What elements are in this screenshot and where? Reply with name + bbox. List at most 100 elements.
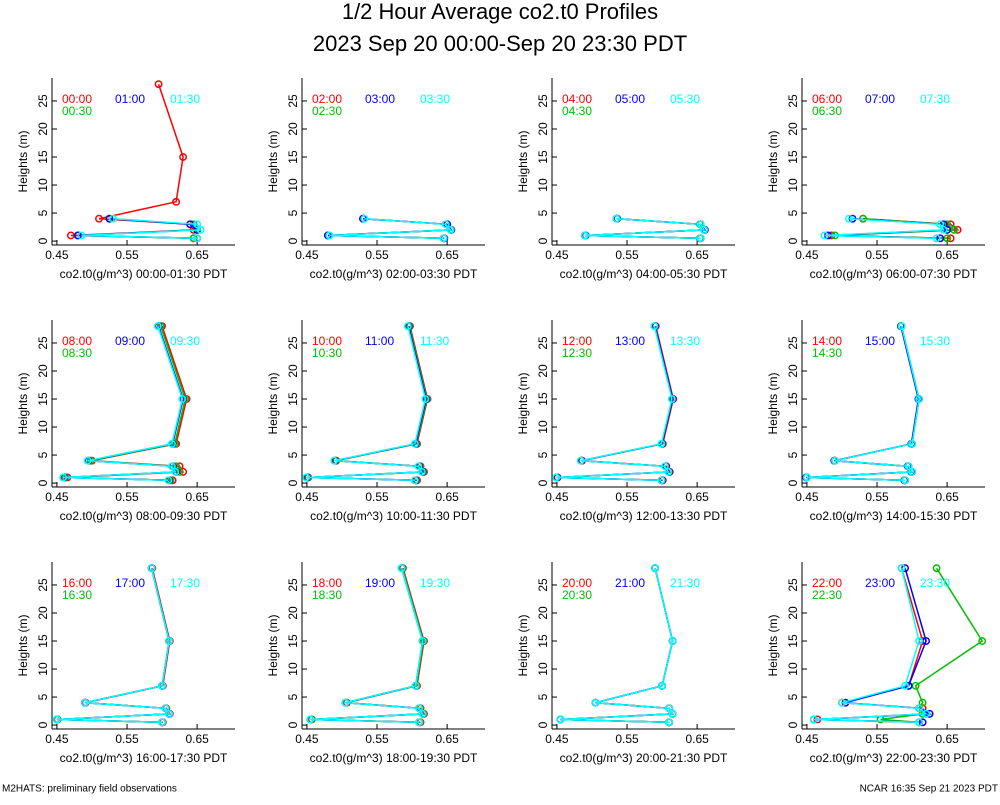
y-tick-label: 10: [36, 420, 50, 434]
y-tick-label: 0: [286, 479, 300, 486]
y-tick-label: 5: [286, 209, 300, 216]
y-tick-label: 10: [286, 178, 300, 192]
profile-point: [802, 473, 811, 482]
y-tick-label: 20: [36, 122, 50, 136]
x-axis-label: co2.t0(g/m^3) 06:00-07:30 PDT: [810, 267, 978, 281]
x-axis-label: co2.t0(g/m^3) 10:00-11:30 PDT: [310, 509, 477, 523]
profile-point: [978, 637, 987, 645]
y-tick-label: 25: [286, 578, 300, 592]
y-tick-label: 15: [786, 634, 800, 648]
y-axis-label: Heights (m): [516, 130, 530, 192]
x-tick-label: 0.65: [435, 732, 459, 746]
profile-point: [918, 698, 927, 707]
x-tick-label: 0.65: [935, 248, 959, 262]
profile-point: [415, 704, 424, 713]
profile-point: [105, 214, 114, 223]
profile-point: [165, 709, 174, 718]
profile-point: [897, 322, 906, 331]
legend-entry: 00:00: [62, 92, 92, 106]
profile-point: [341, 698, 350, 707]
legend-entry: 22:00: [812, 576, 842, 590]
profile-point: [360, 214, 369, 223]
legend-entry: 06:30: [812, 104, 842, 118]
profile-point: [908, 439, 917, 448]
y-tick-label: 10: [36, 178, 50, 192]
panel: 0.45 0.55 0.65 0 5 10 15 20 25 co2.t0(g/m^3) 02:0…: [266, 78, 485, 281]
profile-point: [660, 462, 669, 471]
y-tick-label: 5: [536, 693, 550, 700]
profile-point: [410, 476, 419, 485]
x-axis-label: co2.t0(g/m^3) 12:00-13:30 PDT: [560, 509, 728, 523]
y-axis-label: Heights (m): [266, 130, 280, 192]
profile-point: [193, 220, 202, 229]
y-tick-label: 25: [786, 578, 800, 592]
profile-point: [95, 214, 103, 223]
profile-point: [147, 564, 156, 573]
x-tick-label: 0.45: [295, 490, 319, 504]
profile-point: [658, 681, 667, 690]
x-tick-label: 0.65: [435, 248, 459, 262]
y-tick-label: 15: [536, 392, 550, 406]
profile-point: [936, 234, 945, 243]
profile-point: [915, 395, 924, 403]
y-tick-label: 25: [536, 578, 550, 592]
profile-line: [556, 326, 673, 482]
panel: 0.45 0.55 0.65 0 5 10 15 20 25 co2.t0(g/m^3) 12:0…: [516, 320, 735, 523]
x-tick-label: 0.45: [295, 732, 319, 746]
profile-point: [657, 439, 666, 448]
y-tick-label: 25: [36, 94, 50, 108]
legend-entry: 22:30: [812, 588, 842, 602]
y-axis-label: Heights (m): [16, 372, 30, 434]
profile-point: [415, 718, 424, 727]
x-tick-label: 0.65: [185, 248, 209, 262]
profile-point: [904, 462, 913, 471]
legend-entry: 05:30: [670, 92, 700, 106]
profile-point: [193, 234, 202, 243]
x-tick-label: 0.45: [795, 732, 819, 746]
profile-point: [179, 153, 188, 161]
legend-entry: 13:30: [670, 334, 700, 348]
profile-point: [52, 715, 61, 724]
profile-point: [897, 564, 906, 573]
y-tick-label: 20: [36, 606, 50, 620]
legend-entry: 20:00: [562, 576, 592, 590]
profile-line: [329, 217, 453, 240]
profile-point: [171, 467, 180, 476]
panel: 0.45 0.55 0.65 0 5 10 15 20 25 co2.t0(g/m^3) 22:0…: [766, 562, 987, 765]
profile-point: [700, 225, 709, 234]
y-tick-label: 0: [286, 237, 300, 244]
profile-line: [63, 325, 184, 482]
x-tick-label: 0.65: [685, 490, 709, 504]
x-tick-label: 0.55: [365, 732, 389, 746]
title: 1/2 Hour Average co2.t0 Profiles: [342, 0, 658, 24]
x-tick-label: 0.55: [865, 732, 889, 746]
profile-point: [397, 564, 406, 573]
profile-point: [838, 698, 846, 707]
footer-left: M2HATS: preliminary field observations: [2, 784, 177, 795]
profile-point: [165, 637, 174, 645]
legend-entry: 17:00: [115, 576, 145, 590]
y-tick-label: 15: [536, 634, 550, 648]
panel: 0.45 0.55 0.65 0 5 10 15 20 25 co2.t0(g/m^3) 04:0…: [516, 78, 735, 281]
legend-entry: 18:00: [312, 576, 342, 590]
legend-entry: 04:00: [562, 92, 592, 106]
legend-entry: 14:00: [812, 334, 842, 348]
legend-entry: 09:30: [170, 334, 200, 348]
profile-point: [665, 704, 674, 713]
profile-point: [73, 231, 82, 240]
profile-point: [109, 214, 117, 223]
profile-point: [809, 715, 818, 724]
x-tick-label: 0.55: [865, 248, 889, 262]
x-tick-label: 0.45: [295, 248, 319, 262]
y-axis-label: Heights (m): [266, 614, 280, 676]
panel: 0.45 0.55 0.65 0 5 10 15 20 25 co2.t0(g/m^3) 06:0…: [766, 78, 985, 281]
profile-point: [83, 456, 92, 465]
x-tick-label: 0.55: [865, 490, 889, 504]
legend-entry: 11:30: [420, 334, 449, 348]
y-tick-label: 15: [36, 634, 50, 648]
y-tick-label: 25: [36, 336, 50, 350]
y-tick-label: 20: [286, 122, 300, 136]
profile-point: [936, 220, 945, 229]
y-axis-label: Heights (m): [766, 130, 780, 192]
